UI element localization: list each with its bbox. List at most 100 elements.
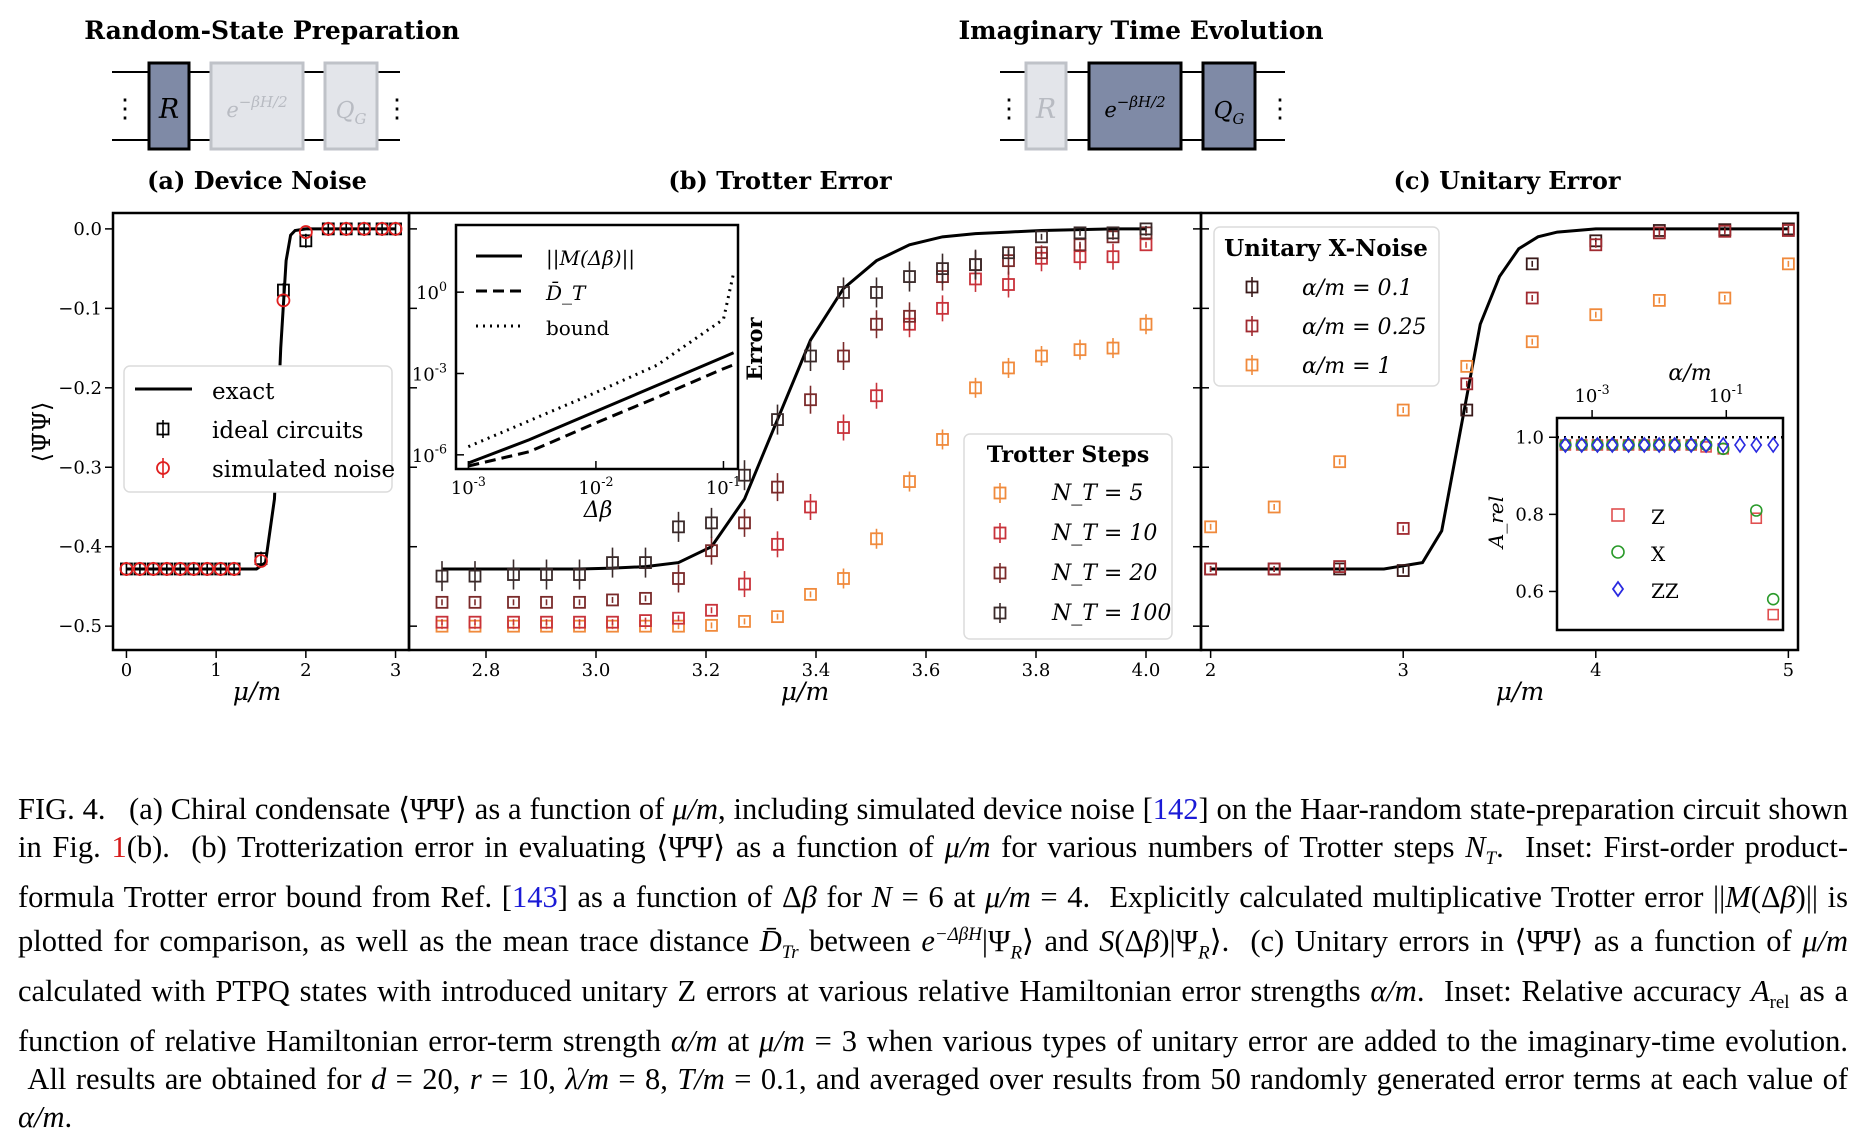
noise-point [227,562,241,576]
point-b-series-1 [705,603,718,617]
ref-142[interactable]: 142 [1152,792,1199,826]
point-c-series-2 [1460,359,1474,373]
ref-143[interactable]: 143 [511,880,558,915]
point-b-series-1 [639,614,652,628]
gate-evolution [1087,61,1183,151]
inset-c-point-2 [1700,436,1713,454]
legend-b-marker-3 [993,606,1007,620]
panel-a-title: (a) Device Noise [147,166,367,195]
noise-point [213,562,228,576]
inset-c-point-2 [1750,436,1763,454]
noise-point [119,562,134,576]
point-c-series-0 [1460,403,1474,417]
point-b-series-3 [771,413,784,426]
gate-r-faded [1024,61,1068,151]
ideal-point [299,234,313,248]
point-b-series-3 [870,286,883,299]
point-b-series-1 [540,615,553,629]
point-b-series-2 [573,595,586,609]
svg-text:⋮: ⋮ [1267,94,1293,124]
inset-c-point-2 [1685,436,1698,454]
point-b-series-2 [870,317,883,331]
inset-c-point-1 [1716,442,1730,456]
legend-marker-ideal [156,422,170,436]
legend-entry-ideal: ideal circuits [212,418,363,444]
inset-c-point-2 [1591,436,1604,454]
point-b-series-1 [1106,250,1120,264]
noise-point [173,562,188,576]
xtick-label-b: 3.0 [582,660,611,681]
xtick-label-b: 3.4 [802,660,831,681]
noise-point [200,562,215,576]
point-b-series-0 [804,587,817,601]
point-b-series-3 [903,270,916,283]
svg-text:R: R [158,94,179,125]
ytick-label-a: −0.5 [58,616,102,637]
legend-c-a1: α/m = 1 [1302,354,1392,379]
point-b-series-1 [1073,250,1087,264]
legend-c-a025: α/m = 0.25 [1302,315,1427,340]
point-c-series-2 [1204,520,1218,534]
point-b-series-1 [672,611,685,625]
legend-c-a01: α/m = 0.1 [1302,276,1413,301]
point-b-series-0 [1002,361,1015,375]
noise-point [298,225,313,239]
point-b-series-3 [804,349,817,363]
point-b-series-2 [639,591,652,605]
panel-c-legend: Unitary X-Noise α/m = 0.1 α/m = 0.25 α/m… [1213,226,1440,387]
legend-b-nt10: N_T = 10 [1051,521,1157,546]
inset-c-point-2 [1717,436,1730,454]
ytick-label-a: −0.4 [58,537,102,558]
panel-a-plot: 0 1 2 3 0.0 −0.1 −0.2 −0.3 −0.4 −0.5 [58,219,417,681]
inset-c-legend-zz: ZZ [1651,579,1679,603]
figure-caption: FIG. 4. (a) Chiral condensate ⟨Ψ̄Ψ⟩ as a… [18,792,1849,1135]
point-b-series-3 [507,568,520,581]
point-b-series-0 [870,532,883,546]
inset-c-legend-x: X [1651,542,1666,566]
gate-evolution-faded [209,61,305,151]
fig-ref-1[interactable]: 1 [111,830,127,864]
point-b-series-3 [1139,222,1153,236]
inset-c-legend-marker-x [1611,545,1625,559]
inset-c-point-2 [1653,436,1666,454]
point-c-series-1 [1652,226,1666,240]
inset-c-legend-marker-z [1611,508,1625,522]
panel-a-ylabel: ⟨Ψ̄Ψ⟩ [28,402,56,463]
panel-b-plot: 2.8 3.0 3.2 3.4 3.6 3.8 4.0 [435,222,1160,681]
inset-c-point-2 [1734,436,1746,454]
circuit-imaginary-time: ⋮ ⋮ R e−βH/2 QG [996,61,1293,151]
point-c-series-2 [1267,500,1281,514]
panel-a-xlabel: μ/m [233,677,281,706]
ytick-label-a: −0.1 [58,298,102,319]
point-b-series-1 [804,500,817,514]
xtick-label-b: 2.8 [472,660,501,681]
ytick-label-a: −0.3 [58,457,102,478]
noise-point [276,293,291,308]
point-b-series-3 [606,556,619,569]
inset-c-point-0 [1750,512,1763,525]
point-c-series-1 [1396,522,1410,535]
point-c-series-2 [1333,455,1347,469]
point-b-series-1 [1002,278,1015,291]
inset-b-xtick-label: 10-3 [451,474,486,499]
legend-b-nt100: N_T = 100 [1051,601,1171,626]
point-b-series-3 [1073,226,1087,240]
point-b-series-2 [903,309,916,323]
point-b-series-0 [969,381,982,395]
xtick-label-c: 2 [1205,660,1216,681]
xtick-label-c: 4 [1590,660,1601,681]
point-b-series-0 [936,433,949,446]
point-b-series-0 [1139,317,1153,331]
point-c-series-1 [1718,224,1732,238]
inset-c-xlabel: α/m [1668,361,1711,386]
point-b-series-3 [738,468,751,482]
point-b-series-0 [1035,349,1048,363]
point-c-series-2 [1718,291,1732,305]
legend-b-title: Trotter Steps [987,442,1149,468]
ideal-point [277,283,290,297]
point-b-series-2 [507,595,520,609]
inset-c-legend-marker-zz [1611,580,1625,598]
noise-point [388,221,403,236]
inset-c-point-0 [1767,608,1779,621]
xtick-label-b: 3.2 [692,660,721,681]
